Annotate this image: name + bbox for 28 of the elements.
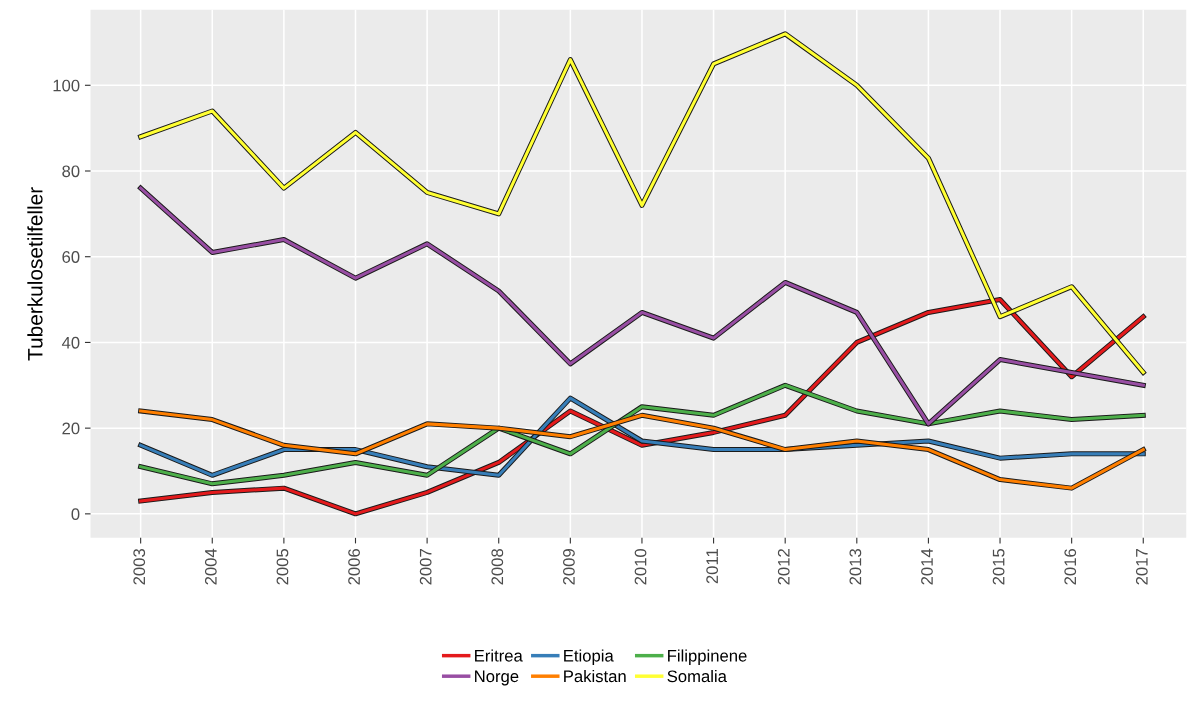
x-tick-label: 2009 [563,549,575,585]
x-tick-label: 2008 [491,548,504,585]
legend-label: Pakistan [564,669,626,683]
x-tick-label: 2010 [634,548,647,585]
x-tick-label: 2006 [348,549,360,585]
x-tick-label: 2005 [276,548,289,585]
x-tick-label: 2013 [849,549,862,585]
legend-label: Eritrea [475,649,523,662]
y-tick-label: 20 [62,422,80,435]
y-tick-label: 100 [53,79,80,92]
legend-label: Etiopia [564,649,614,665]
x-tick-label: 2007 [419,549,432,585]
x-tick-label: 2004 [204,548,217,585]
y-tick-label: 40 [61,336,80,349]
y-axis-title: Tuberkulosetilfeller [27,187,43,361]
x-tick-label: 2014 [921,548,933,585]
x-tick-label: 2015 [992,548,1005,585]
y-tick-label: 80 [62,165,80,178]
legend-label: Somalia [667,669,727,683]
x-tick-label: 2016 [1064,549,1077,585]
x-tick-label: 2017 [1135,549,1148,585]
legend-label: Norge [475,670,519,686]
y-tick-label: 0 [71,508,80,521]
y-tick-label: 60 [62,251,80,263]
x-tick-label: 2003 [133,549,146,585]
x-tick-label: 2011 [706,549,719,584]
x-tick-label: 2012 [777,549,790,585]
legend-label: Filippinene [668,649,747,665]
